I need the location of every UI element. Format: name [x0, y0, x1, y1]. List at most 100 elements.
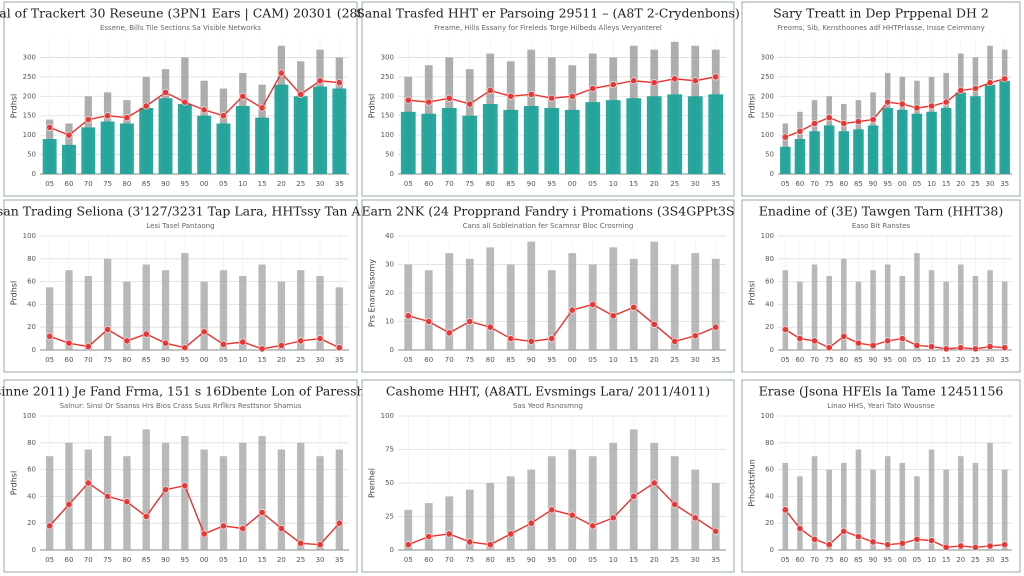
x-tick-label: 30 — [986, 556, 995, 564]
bar — [1001, 469, 1008, 550]
bar — [84, 275, 92, 350]
bar — [142, 264, 150, 350]
point — [957, 344, 965, 352]
chart-subtitle: Freoms, Sib, Kensthoones adf HHTPrlasse,… — [777, 24, 984, 32]
y-tick-label: 40 — [765, 300, 774, 308]
x-tick-label: 20 — [650, 356, 659, 364]
x-tick-label: 05 — [45, 180, 54, 188]
bar — [482, 104, 498, 174]
y-tick-label: 20 — [27, 323, 36, 331]
y-tick-label: 60 — [765, 278, 774, 286]
point — [104, 492, 112, 500]
y-tick-label: 200 — [381, 92, 394, 100]
point — [650, 320, 658, 328]
bar — [609, 247, 618, 350]
y-tick-label: 0 — [770, 346, 774, 354]
x-tick-label: 75 — [825, 180, 834, 188]
bar — [928, 270, 935, 350]
point — [335, 344, 343, 352]
chart-subtitle: Freame, Hills Essany for Fireleds Torge … — [434, 24, 662, 32]
x-tick-label: 95 — [180, 356, 189, 364]
chart-subtitle: Linao HHS, Yeari Tato Wousnse — [827, 402, 934, 410]
point — [898, 335, 906, 343]
chart-title: Esssinne 2011) Je Fand Frma, 151 s 16Dbe… — [0, 384, 388, 399]
point — [277, 341, 285, 349]
x-tick-label: 60 — [795, 556, 804, 564]
bar — [181, 436, 189, 550]
point — [486, 323, 494, 331]
bar — [547, 270, 556, 350]
bar — [670, 264, 679, 350]
bar — [506, 264, 515, 350]
bar — [867, 125, 879, 174]
y-tick-label: 100 — [761, 412, 774, 420]
x-tick-label: 25 — [296, 556, 305, 564]
point — [46, 522, 54, 530]
point — [869, 538, 877, 546]
point — [258, 104, 266, 112]
x-tick-label: 15 — [629, 556, 638, 564]
y-tick-label: 100 — [381, 131, 394, 139]
bar — [708, 94, 724, 174]
line — [408, 303, 717, 343]
line — [784, 328, 1005, 350]
point — [507, 92, 515, 100]
bar — [691, 253, 700, 350]
x-tick-label: 75 — [465, 556, 474, 564]
y-axis-label: Prhosttsfiun — [748, 459, 757, 507]
point — [219, 340, 227, 348]
x-tick-label: 05 — [219, 356, 228, 364]
point — [239, 338, 247, 346]
y-tick-label: 150 — [381, 112, 394, 120]
x-tick-label: 60 — [65, 356, 74, 364]
x-tick-label: 10 — [238, 556, 247, 564]
point — [589, 300, 597, 308]
x-tick-label: 05 — [781, 356, 790, 364]
bar — [486, 247, 495, 350]
y-tick-label: 60 — [27, 278, 36, 286]
point — [425, 317, 433, 325]
bar — [462, 115, 478, 174]
x-tick-label: 85 — [142, 356, 151, 364]
x-tick-label: 35 — [1000, 556, 1009, 564]
bar — [940, 107, 952, 174]
x-tick-label: 30 — [691, 180, 700, 188]
bar — [568, 253, 577, 350]
y-tick-label: 80 — [27, 439, 36, 447]
point — [884, 98, 892, 106]
bar — [797, 476, 803, 550]
point — [671, 337, 679, 345]
bar — [691, 469, 700, 550]
point — [712, 73, 720, 81]
x-tick-label: 30 — [316, 180, 325, 188]
x-tick-label: 60 — [65, 180, 74, 188]
x-tick-label: 35 — [1000, 356, 1009, 364]
point — [142, 512, 150, 520]
point — [811, 119, 819, 127]
x-tick-label: 90 — [869, 180, 878, 188]
point — [219, 112, 227, 120]
x-tick-label: 85 — [854, 180, 863, 188]
y-axis-label: Prdhsl — [10, 471, 19, 495]
point — [913, 341, 921, 349]
point — [942, 543, 950, 551]
bar — [899, 462, 906, 550]
y-tick-label: 100 — [761, 131, 774, 139]
x-tick-label: 00 — [898, 356, 907, 364]
bar — [899, 275, 906, 350]
bar — [441, 107, 457, 174]
line — [408, 76, 716, 105]
point — [297, 337, 305, 345]
y-tick-label: 0 — [390, 546, 394, 554]
y-tick-label: 50 — [765, 151, 774, 159]
chart-title: Earn 2NK (24 Propprand Fandry i Promatio… — [361, 204, 734, 219]
y-tick-label: 300 — [23, 53, 36, 61]
y-tick-label: 0 — [770, 546, 774, 554]
point — [335, 79, 343, 87]
point — [258, 345, 266, 353]
point — [84, 479, 92, 487]
chart-title: Cashome HHT, (A8ATL Evsmings Lara/ 2011/… — [386, 384, 710, 399]
x-tick-label: 35 — [335, 356, 344, 364]
point — [142, 102, 150, 110]
